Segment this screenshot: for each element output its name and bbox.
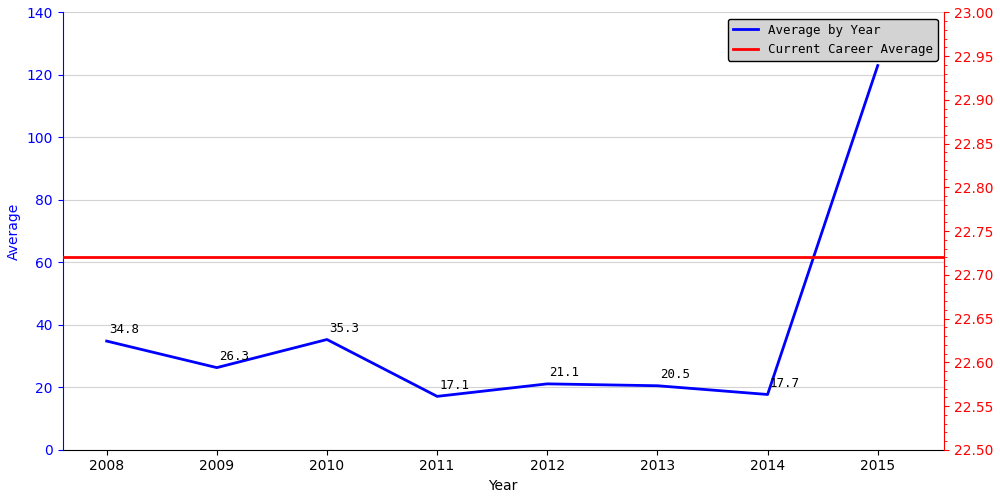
Text: 123.0: 123.0: [880, 48, 917, 60]
Text: 20.5: 20.5: [660, 368, 690, 381]
Text: 35.3: 35.3: [329, 322, 359, 334]
Text: 21.1: 21.1: [549, 366, 579, 379]
Text: 17.7: 17.7: [770, 376, 800, 390]
Average by Year: [651, 382, 663, 388]
Average by Year: [431, 394, 443, 400]
Line: Average by Year: Average by Year: [107, 66, 878, 396]
Average by Year: [762, 392, 774, 398]
Text: 26.3: 26.3: [219, 350, 249, 363]
Average by Year: [872, 62, 884, 68]
Legend: Average by Year, Current Career Average: Average by Year, Current Career Average: [728, 18, 938, 61]
Y-axis label: Average: Average: [7, 202, 21, 260]
Average by Year: [321, 336, 333, 342]
X-axis label: Year: Year: [489, 479, 518, 493]
Text: 34.8: 34.8: [109, 324, 139, 336]
Average by Year: [101, 338, 113, 344]
Text: 17.1: 17.1: [439, 378, 469, 392]
Average by Year: [211, 364, 223, 370]
Average by Year: [541, 381, 553, 387]
